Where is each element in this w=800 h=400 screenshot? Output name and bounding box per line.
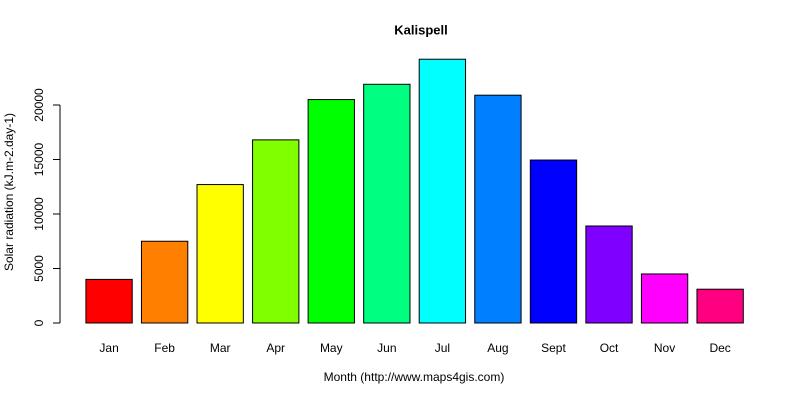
x-tick-label: May <box>320 341 343 355</box>
y-tick-label: 10000 <box>32 197 46 231</box>
bar <box>696 288 744 324</box>
x-tick-label: Sept <box>541 341 566 355</box>
x-tick-label: Dec <box>709 341 730 355</box>
y-tick-label: 5000 <box>32 255 46 282</box>
bar <box>307 99 355 324</box>
x-tick-label: Nov <box>654 341 675 355</box>
x-axis-label: Month (http://www.maps4gis.com) <box>324 370 505 384</box>
y-tick-label: 0 <box>32 319 46 326</box>
y-tick-label: 15000 <box>32 142 46 176</box>
bar <box>85 278 133 324</box>
x-tick-label: Jul <box>435 341 450 355</box>
x-tick-label: Mar <box>210 341 231 355</box>
x-tick-label: Jan <box>99 341 118 355</box>
x-tick-label: Apr <box>266 341 285 355</box>
bar <box>196 184 244 324</box>
x-tick-label: Aug <box>487 341 508 355</box>
x-tick-label: Oct <box>600 341 619 355</box>
y-tick-label: 20000 <box>32 88 46 122</box>
bar <box>640 273 689 324</box>
x-tick-label: Jun <box>377 341 396 355</box>
bar <box>418 58 467 324</box>
bar <box>474 94 522 324</box>
bar <box>585 225 633 324</box>
x-tick-label: Feb <box>154 341 175 355</box>
bar <box>529 159 578 324</box>
chart-title: Kalispell <box>394 22 447 37</box>
y-axis-label: Solar radiation (kJ.m-2.day-1) <box>2 113 16 271</box>
bar <box>252 139 300 324</box>
bar <box>140 240 189 324</box>
bar <box>363 83 411 324</box>
